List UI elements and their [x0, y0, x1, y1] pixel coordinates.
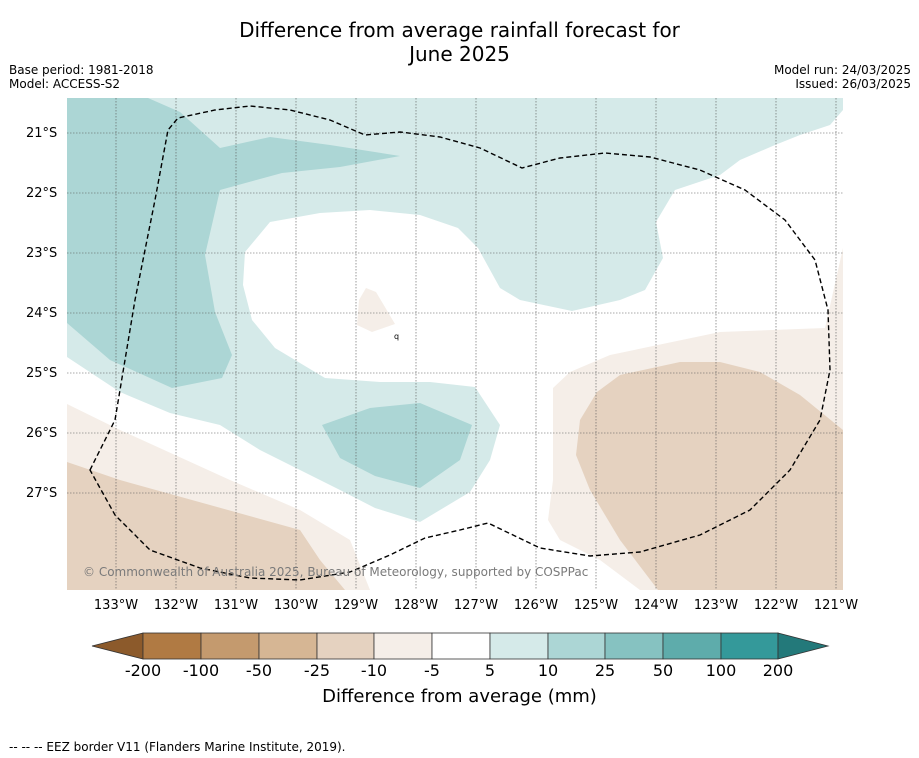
lat-label: 25°S [26, 366, 58, 381]
colorbar-title: Difference from average (mm) [322, 686, 597, 707]
lon-label: 124°W [633, 598, 679, 613]
colorbar-bin-6 [431, 632, 491, 660]
colorbar-label: -50 [245, 661, 273, 680]
lat-label: 23°S [26, 246, 58, 261]
colorbar-label: -100 [182, 661, 220, 680]
map-title: Difference from average rainfall forecas… [0, 18, 919, 66]
lat-label: 24°S [26, 306, 58, 321]
lon-label: 126°W [513, 598, 559, 613]
lat-label: 27°S [26, 486, 58, 501]
title-line-2: June 2025 [409, 42, 510, 66]
colorbar-label: 50 [652, 661, 674, 680]
lon-label: 133°W [93, 598, 139, 613]
eez-border [89, 105, 831, 581]
eez-footnote: -- -- -- EEZ border V11 (Flanders Marine… [9, 740, 346, 754]
lon-label: 129°W [333, 598, 379, 613]
colorbar-bin-11 [720, 632, 779, 660]
lon-label: 127°W [453, 598, 499, 613]
colorbar-label: 25 [594, 661, 616, 680]
model-name: Model: ACCESS-S2 [9, 77, 121, 91]
meta-right: Model run: 24/03/2025 Issued: 26/03/2025 [774, 63, 911, 91]
colorbar-label: 100 [705, 661, 737, 680]
contour-tan-light-blob [357, 288, 395, 332]
lon-label: 132°W [153, 598, 199, 613]
colorbar-bin-10 [662, 632, 722, 660]
title-line-1: Difference from average rainfall forecas… [239, 18, 680, 42]
lat-label: 22°S [26, 186, 58, 201]
colorbar-label: -25 [303, 661, 331, 680]
graticule [67, 98, 843, 590]
svg-text:q: q [394, 332, 399, 341]
colorbar-bin-4 [316, 632, 375, 660]
colorbar-bin-2 [200, 632, 260, 660]
colorbar-bin-5 [373, 632, 433, 660]
contour-teal-light-north [67, 98, 843, 522]
contour-teal-west [67, 98, 400, 388]
colorbar-bin-3 [258, 632, 318, 660]
copyright-notice: © Commonwealth of Australia 2025, Bureau… [83, 565, 589, 579]
colorbar-label: -10 [360, 661, 388, 680]
colorbar-bin-9 [604, 632, 664, 660]
meta-left: Base period: 1981-2018 Model: ACCESS-S2 [9, 63, 154, 91]
map-area: q [67, 98, 843, 590]
contour-teal-centre [322, 403, 472, 488]
lon-label: 128°W [393, 598, 439, 613]
colorbar-bin-8 [547, 632, 606, 660]
colorbar-low-extend [91, 632, 144, 660]
issued-date: Issued: 26/03/2025 [795, 77, 911, 91]
colorbar-bin-1 [142, 632, 202, 660]
colorbar-label: 200 [762, 661, 794, 680]
colorbar-label: 5 [484, 661, 496, 680]
colorbar-label: -200 [124, 661, 162, 680]
colorbar-label: 10 [537, 661, 559, 680]
lat-label: 21°S [26, 126, 58, 141]
lon-label: 130°W [273, 598, 319, 613]
lon-label: 123°W [693, 598, 739, 613]
lon-label: 121°W [813, 598, 859, 613]
colorbar-label: -5 [424, 661, 440, 680]
colorbar-high-extend [777, 632, 830, 660]
contour-tan-southwest [67, 462, 345, 590]
colorbar-bin-7 [489, 632, 549, 660]
lon-label: 125°W [573, 598, 619, 613]
lon-label: 131°W [213, 598, 259, 613]
lat-label: 26°S [26, 426, 58, 441]
colorbar [91, 632, 830, 660]
base-period: Base period: 1981-2018 [9, 63, 154, 77]
model-run: Model run: 24/03/2025 [773, 63, 911, 77]
lon-label: 122°W [753, 598, 799, 613]
